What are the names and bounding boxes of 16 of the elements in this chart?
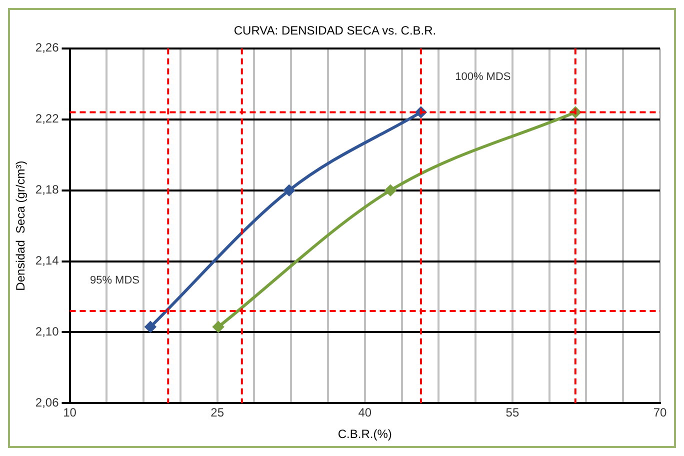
y-tick-label: 2,18 [35,182,60,197]
y-axis-title: Densidad Seca (gr/cm³) [14,160,28,291]
ref-line-label: 100% MDS [455,70,511,83]
x-tick-label: 70 [653,406,667,420]
x-tick-label: 40 [358,406,372,420]
x-axis-title: C.B.R.(%) [338,427,392,442]
chart-title: CURVA: DENSIDAD SECA vs. C.B.R. [234,24,436,38]
y-tick-label: 2,06 [35,396,60,410]
x-tick-label: 10 [63,406,77,420]
y-tick-label: 2,22 [35,112,60,126]
x-tick-label: 55 [506,406,520,420]
ref-line-label: 95% MDS [90,274,140,286]
x-tick-label: 25 [210,406,224,420]
y-tick-label: 2,14 [35,254,60,268]
y-tick-label: 2,26 [35,40,60,55]
y-tick-label: 2,10 [35,324,60,339]
